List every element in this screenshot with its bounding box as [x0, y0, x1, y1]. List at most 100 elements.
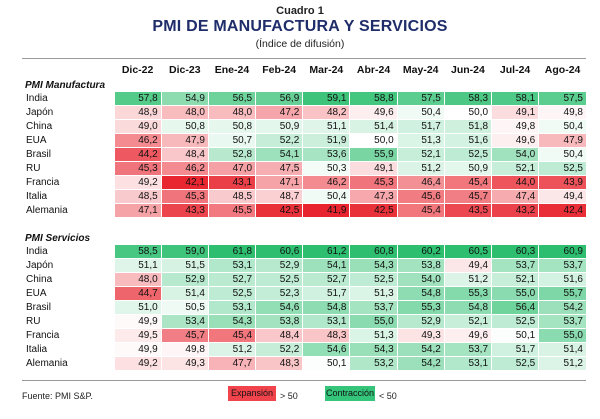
value-cell: 49,2 [113, 175, 162, 190]
legend-expansion-swatch: Expansión [228, 386, 276, 401]
value-cell: 44,0 [491, 175, 539, 190]
value-cell: 53,7 [349, 300, 398, 315]
value-cell: 51,3 [349, 328, 398, 343]
value-cell: 54,1 [302, 258, 350, 273]
value-cell: 59,0 [160, 245, 209, 259]
column-header: Jul-24 [499, 63, 531, 76]
value-cell: 48,0 [113, 272, 162, 287]
value-cell: 54,3 [349, 258, 398, 273]
column-header: Mar-24 [309, 63, 344, 76]
row-label: Italia [22, 189, 115, 204]
value-cell: 45,5 [207, 203, 256, 218]
value-cell: 56,4 [491, 300, 539, 315]
value-cell: 51,6 [443, 133, 492, 148]
value-cell: 53,8 [255, 314, 303, 329]
value-cell: 48,5 [207, 189, 256, 204]
page-title: PMI DE MANUFACTURA Y SERVICIOS [152, 18, 448, 35]
value-cell: 43,1 [207, 175, 256, 190]
row-label: China [22, 119, 115, 134]
value-cell: 43,5 [443, 203, 492, 218]
value-cell: 50,7 [207, 133, 256, 148]
value-cell: 45,7 [160, 328, 209, 343]
value-cell: 50,5 [160, 300, 209, 315]
value-cell: 49,9 [113, 314, 162, 329]
column-header: Dic-23 [169, 63, 201, 76]
value-cell: 54,6 [255, 300, 303, 315]
value-cell: 51,3 [396, 133, 445, 148]
value-cell: 51,9 [302, 133, 350, 148]
pmi-table: Dic-22 Dic-23 Ene-24 Feb-24 Mar-24 Abr-2… [22, 62, 586, 371]
value-cell: 60,3 [491, 245, 539, 259]
value-cell: 55,3 [443, 286, 492, 301]
value-cell: 57,5 [538, 92, 586, 106]
value-cell: 53,8 [396, 258, 445, 273]
section-gap-cell [22, 218, 586, 232]
source-note: Fuente: PMI S&P. [22, 391, 93, 401]
value-cell: 45,7 [443, 189, 492, 204]
legend-expansion-threshold: > 50 [280, 391, 298, 401]
value-cell: 45,4 [396, 203, 445, 218]
value-cell: 58,3 [443, 92, 492, 106]
column-header: Ene-24 [214, 63, 250, 76]
value-cell: 51,2 [396, 161, 445, 176]
value-cell: 52,9 [255, 258, 303, 273]
value-cell: 47,1 [255, 175, 303, 190]
value-cell: 53,1 [443, 356, 492, 371]
value-cell: 51,4 [538, 342, 586, 357]
value-cell: 52,8 [207, 147, 256, 162]
value-cell: 58,8 [349, 92, 398, 106]
table-label: Cuadro 1 [276, 5, 324, 17]
top-rule [22, 58, 586, 59]
value-cell: 60,8 [349, 245, 398, 259]
table-row: India 57,8 54,9 56,5 56,9 59,1 58,8 57,5 58,3 58,… [22, 92, 586, 106]
corner-cell [22, 62, 114, 78]
value-cell: 54,1 [255, 147, 303, 162]
value-cell: 50,9 [255, 119, 303, 134]
table-row: Francia 49,5 45,7 45,4 48,4 48,3 51,3 49,3 49,6 5… [22, 328, 586, 343]
value-cell: 60,5 [443, 245, 492, 259]
value-cell: 49,6 [443, 328, 492, 343]
value-cell: 53,1 [207, 258, 256, 273]
value-cell: 53,7 [538, 258, 586, 273]
value-cell: 47,2 [255, 105, 303, 120]
value-cell: 50,3 [302, 161, 350, 176]
value-cell: 49,3 [160, 356, 209, 371]
section-header-row: PMI Manufactura [22, 78, 586, 92]
column-header: Feb-24 [262, 63, 297, 76]
value-cell: 51,4 [349, 119, 398, 134]
value-cell: 52,5 [443, 147, 492, 162]
value-cell: 52,5 [491, 356, 539, 371]
value-cell: 59,1 [302, 92, 350, 106]
value-cell: 60,2 [396, 245, 445, 259]
value-cell: 55,0 [349, 314, 398, 329]
value-cell: 46,2 [302, 175, 350, 190]
column-header: Jun-24 [451, 63, 485, 76]
value-cell: 52,2 [255, 133, 303, 148]
value-cell: 54,0 [491, 147, 539, 162]
row-label: India [22, 92, 115, 106]
value-cell: 51,3 [349, 286, 398, 301]
value-cell: 60,6 [255, 245, 303, 259]
value-cell: 53,6 [302, 147, 350, 162]
row-label: EUA [22, 133, 115, 148]
value-cell: 52,5 [538, 161, 586, 176]
value-cell: 46,4 [396, 175, 445, 190]
row-label: Japón [22, 105, 115, 120]
value-cell: 58,1 [491, 92, 539, 106]
value-cell: 53,1 [207, 300, 256, 315]
value-cell: 43,2 [491, 203, 539, 218]
section-gap [22, 218, 586, 232]
column-header-row: Dic-22 Dic-23 Ene-24 Feb-24 Mar-24 Abr-2… [22, 62, 586, 78]
value-cell: 47,7 [207, 356, 256, 371]
value-cell: 54,6 [302, 342, 350, 357]
column-header: May-24 [402, 63, 439, 76]
value-cell: 43,9 [538, 175, 586, 190]
value-cell: 42,4 [538, 203, 586, 218]
value-cell: 49,1 [491, 105, 539, 120]
section-title: PMI Servicios [25, 232, 91, 244]
value-cell: 53,4 [160, 314, 209, 329]
value-cell: 44,2 [113, 147, 162, 162]
value-cell: 54,2 [538, 300, 586, 315]
table-row: Alemania 49,2 49,3 47,7 48,3 50,1 53,2 54,2 53,1… [22, 356, 586, 371]
value-cell: 49,9 [113, 342, 162, 357]
